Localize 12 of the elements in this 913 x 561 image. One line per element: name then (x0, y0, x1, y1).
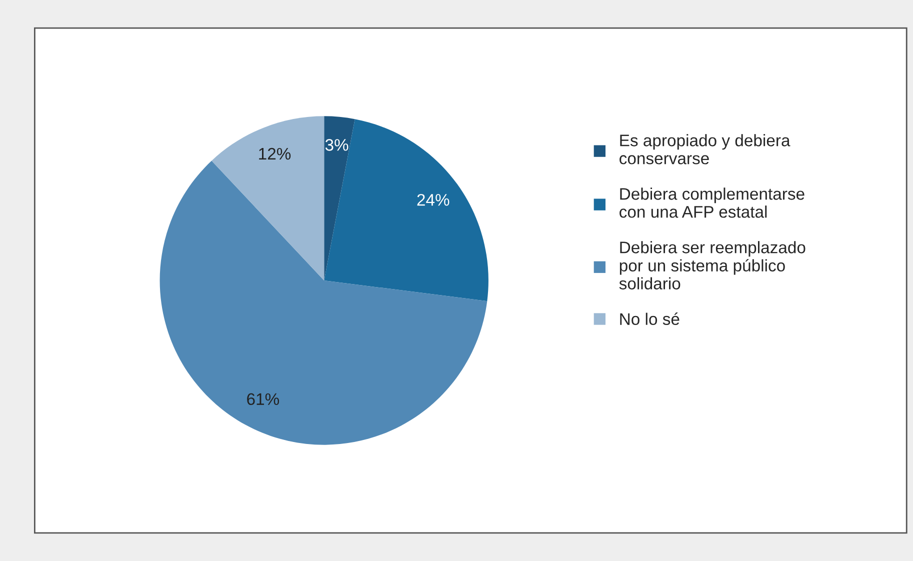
data-label: 12% (259, 148, 291, 160)
legend-label: Es apropiado y debiera conservarse (620, 134, 790, 164)
pie-slice (212, 116, 324, 280)
pie-slice (324, 116, 355, 280)
data-label: 24% (417, 194, 450, 206)
data-label: 3% (325, 139, 348, 151)
data-label: 61% (247, 393, 280, 406)
pie-slice (160, 160, 488, 445)
legend-label: Debiera complementarse con una AFP estatal (620, 188, 804, 218)
pie-slice (324, 119, 488, 302)
legend-label: Debiera ser reemplazado por un sistema público solidario (619, 241, 806, 290)
legend-label: No lo sé (620, 312, 680, 325)
